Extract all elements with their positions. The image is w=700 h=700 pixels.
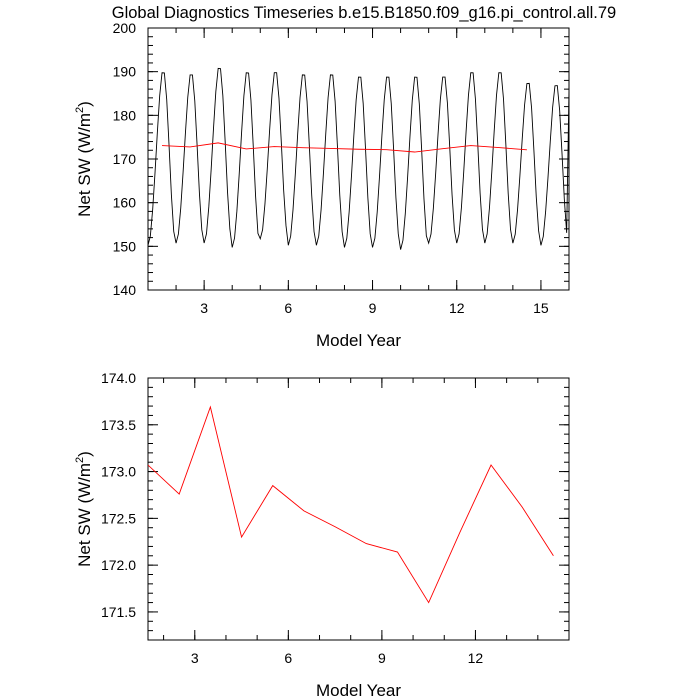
plot-frame-1 — [147, 377, 570, 641]
series-line-1 — [162, 142, 527, 153]
x-tick-label: 9 — [369, 300, 377, 316]
y-tick-label: 160 — [113, 195, 137, 211]
y-tick-label: 171.5 — [101, 604, 136, 620]
plot-frame-0 — [147, 27, 570, 291]
y-tick-label: 174.0 — [101, 370, 136, 386]
x-axis-label: Model Year — [316, 681, 401, 700]
x-tick-label: 12 — [449, 300, 465, 316]
bottom-plot: 171.5 172.0 172.5 173.0 173.5 174.0 3 6 9 12 Model… — [74, 370, 570, 700]
y-tick-label: 190 — [113, 64, 137, 80]
x-tick-label: 3 — [191, 650, 199, 666]
series-line-0 — [148, 405, 554, 604]
y-axis-label: Net SW (W/m2) — [74, 101, 94, 217]
x-tick-label: 15 — [533, 300, 549, 316]
x-tick-label: 9 — [378, 650, 386, 666]
y-tick-label: 170 — [113, 151, 137, 167]
y-tick-label: 150 — [113, 238, 137, 254]
x-tick-label: 6 — [284, 650, 292, 666]
x-tick-label: 6 — [284, 300, 292, 316]
y-tick-label: 173.0 — [101, 464, 136, 480]
top-plot: 140 150 160 170 180 190 200 3 6 9 12 15 Model Year Ne… — [74, 20, 570, 350]
y-tick-label: 180 — [113, 107, 137, 123]
x-axis-label: Model Year — [316, 331, 401, 350]
y-tick-label: 200 — [113, 20, 137, 36]
x-tick-label: 3 — [200, 300, 208, 316]
series-line-0 — [148, 67, 569, 250]
y-tick-label: 172.0 — [101, 557, 136, 573]
y-tick-label: 173.5 — [101, 417, 136, 433]
chart-title: Global Diagnostics Timeseries b.e15.B185… — [112, 4, 616, 22]
y-axis-label: Net SW (W/m2) — [74, 451, 94, 567]
x-tick-label: 12 — [468, 650, 484, 666]
y-tick-label: 172.5 — [101, 510, 136, 526]
y-tick-label: 140 — [113, 282, 137, 298]
